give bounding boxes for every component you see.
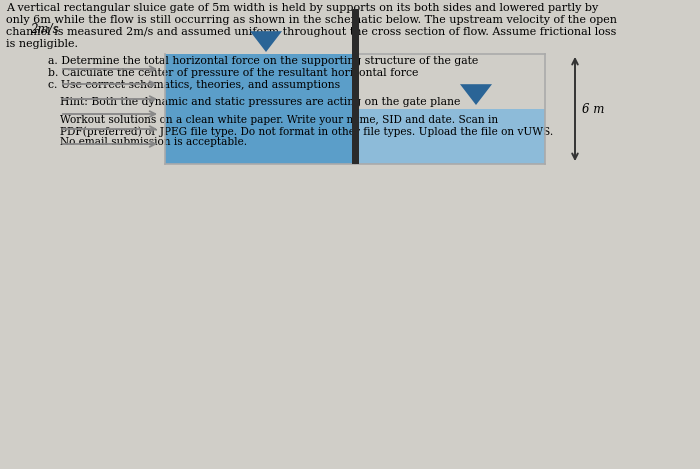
Text: No email submission is acceptable.: No email submission is acceptable. (60, 137, 247, 147)
Text: c. Use correct schematics, theories, and assumptions: c. Use correct schematics, theories, and… (48, 80, 340, 90)
Polygon shape (460, 84, 492, 105)
Text: Workout solutions on a clean white paper. Write your name, SID and date. Scan in: Workout solutions on a clean white paper… (60, 115, 498, 125)
Text: is negligible.: is negligible. (6, 39, 78, 49)
Text: PDF(preferred) or JPEG file type. Do not format in other file types. Upload the : PDF(preferred) or JPEG file type. Do not… (60, 126, 553, 136)
Text: a. Determine the total horizontal force on the supporting structure of the gate: a. Determine the total horizontal force … (48, 56, 478, 66)
Text: 2m/s: 2m/s (30, 23, 59, 36)
Bar (355, 109, 545, 164)
Text: A vertical rectangular sluice gate of 5m width is held by supports on its both s: A vertical rectangular sluice gate of 5m… (6, 3, 598, 13)
Text: 6 m: 6 m (582, 103, 604, 115)
Bar (165, 54, 355, 164)
Text: only 6m while the flow is still occurring as shown in the schematic below. The u: only 6m while the flow is still occurrin… (6, 15, 617, 25)
Text: Hint: Both the dynamic and static pressures are acting on the gate plane: Hint: Both the dynamic and static pressu… (60, 97, 461, 107)
Bar (352, 9, 359, 164)
Polygon shape (250, 31, 282, 52)
Text: channel is measured 2m/s and assumed uniform throughout the cross section of flo: channel is measured 2m/s and assumed uni… (6, 27, 617, 37)
Text: b. Calculate the center of pressure of the resultant horizontal force: b. Calculate the center of pressure of t… (48, 68, 419, 78)
